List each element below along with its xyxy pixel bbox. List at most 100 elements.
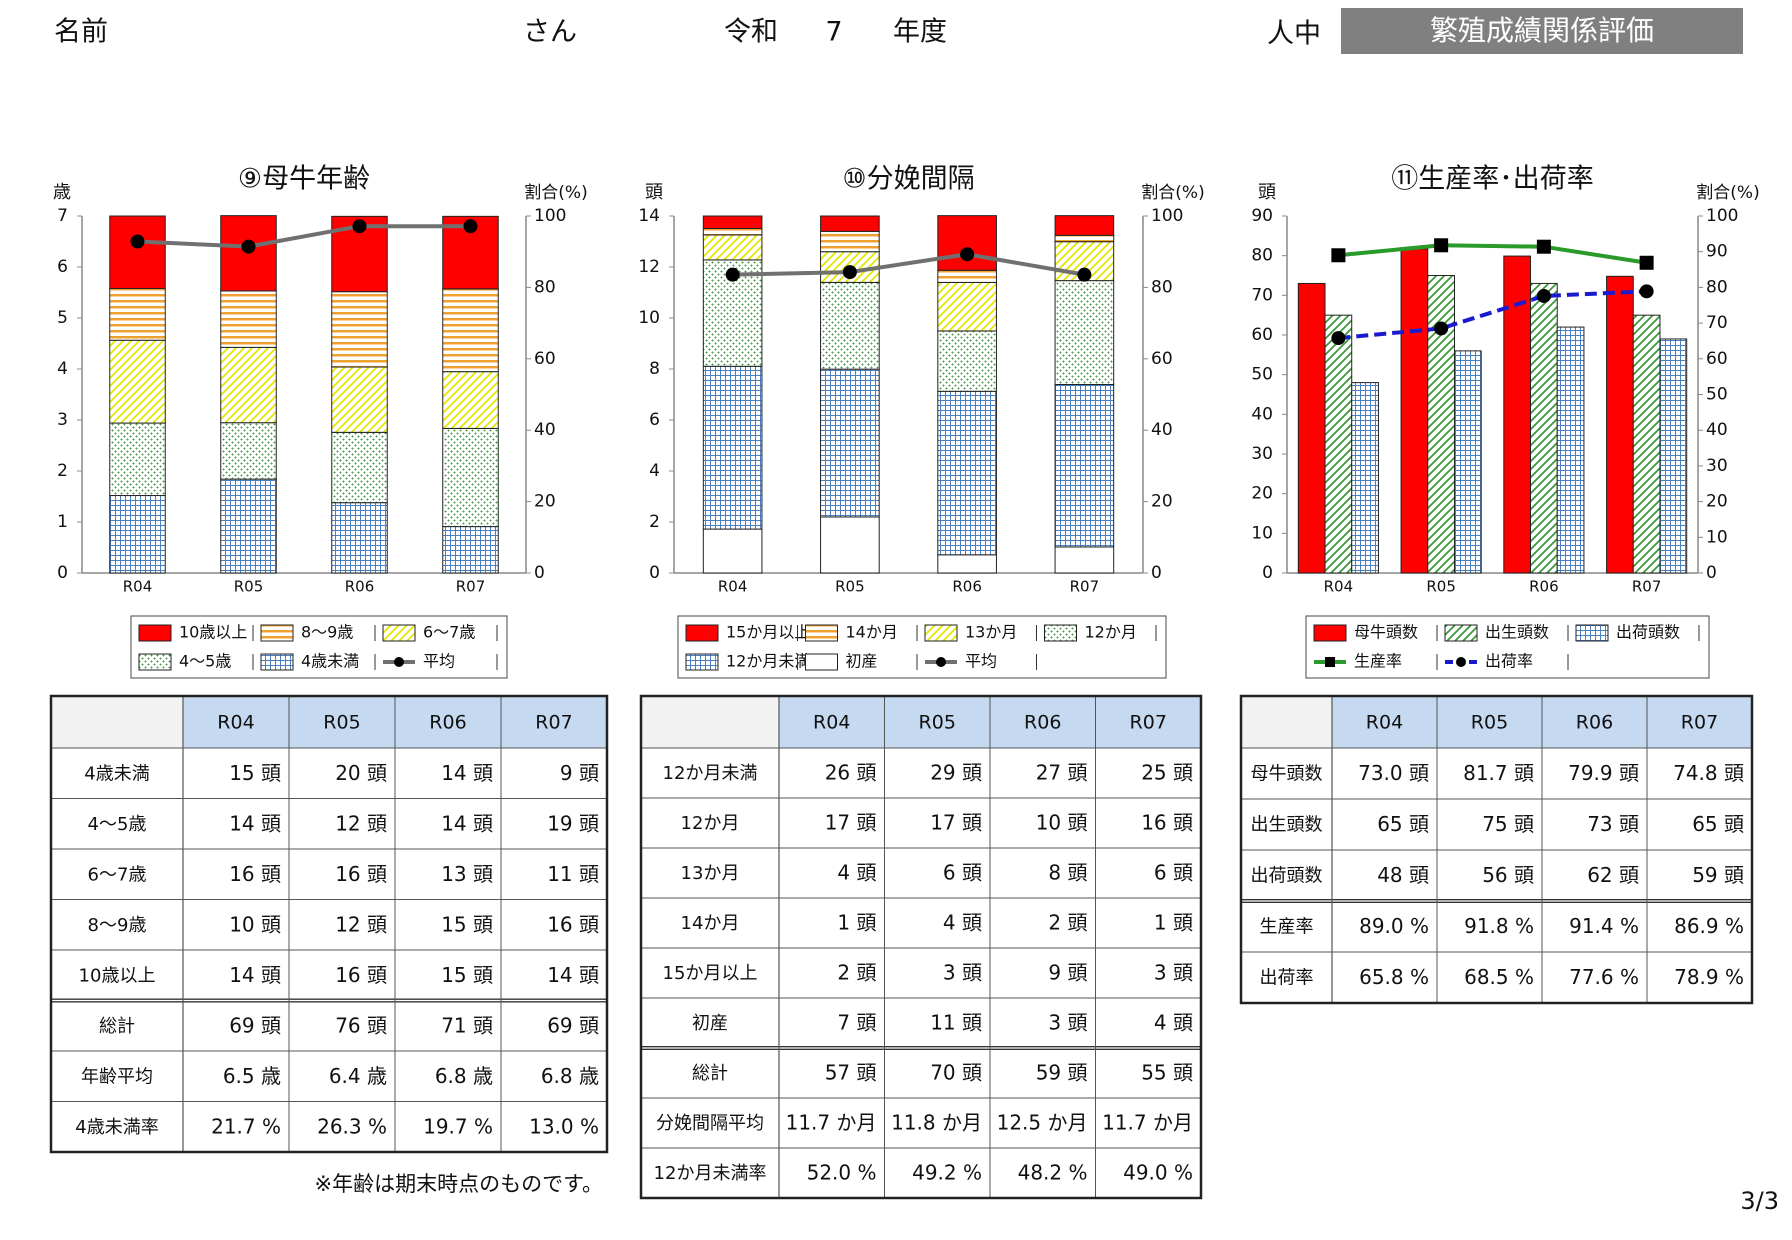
table-cell: 86.9 % bbox=[1674, 914, 1744, 938]
table-cell: 3 頭 bbox=[1048, 1011, 1087, 1035]
badge: 繁殖成績関係評価 bbox=[1430, 14, 1654, 47]
table-cell: 55 頭 bbox=[1141, 1061, 1193, 1085]
bar-segment bbox=[331, 291, 388, 368]
legend-label: 15か月以上 bbox=[726, 623, 810, 642]
table-cell: 69 頭 bbox=[547, 1013, 599, 1037]
bar-segment bbox=[109, 495, 166, 574]
y2-tick-label: 100 bbox=[534, 206, 566, 226]
y2-tick-label: 10 bbox=[1706, 527, 1728, 547]
bar-segment bbox=[442, 427, 499, 528]
bar bbox=[1606, 275, 1634, 574]
bar-segment bbox=[937, 554, 997, 574]
table-cell: 4 頭 bbox=[837, 861, 876, 885]
bar-segment bbox=[937, 215, 997, 271]
legend-label: 出荷頭数 bbox=[1616, 623, 1680, 642]
y-axis-label: 頭 bbox=[1258, 182, 1276, 203]
y2-tick-label: 20 bbox=[1151, 492, 1173, 512]
y2-tick-label: 80 bbox=[1151, 277, 1173, 297]
line-marker bbox=[130, 234, 145, 249]
y-tick-label: 60 bbox=[1251, 325, 1273, 345]
bar-segment bbox=[331, 431, 388, 504]
table-row-label: 4～5歳 bbox=[88, 814, 147, 835]
table-cell: 15 頭 bbox=[441, 963, 493, 987]
san: さん bbox=[523, 17, 577, 48]
table-header-cell: R07 bbox=[1130, 712, 1167, 734]
x-tick-label: R04 bbox=[718, 578, 748, 596]
table-corner bbox=[641, 696, 779, 748]
table-cell: 11.7 か月 bbox=[786, 1111, 877, 1135]
table-header-cell: R07 bbox=[535, 712, 572, 734]
bar-segment bbox=[702, 528, 763, 574]
bar bbox=[1324, 314, 1353, 574]
table-cell: 16 頭 bbox=[229, 862, 281, 886]
y-tick-label: 8 bbox=[649, 359, 660, 379]
table-row-label: 初産 bbox=[692, 1013, 728, 1034]
line-marker bbox=[1331, 331, 1346, 346]
table-cell: 16 頭 bbox=[1141, 811, 1193, 835]
table-cell: 3 頭 bbox=[1154, 961, 1193, 985]
y-tick-label: 2 bbox=[57, 461, 68, 481]
legend-marker bbox=[1325, 657, 1335, 667]
table-row-label: 4歳未満 bbox=[84, 763, 149, 784]
x-tick-label: R06 bbox=[1529, 578, 1559, 596]
bar-segment bbox=[442, 371, 499, 429]
y-tick-label: 0 bbox=[57, 563, 68, 583]
line bbox=[137, 224, 471, 249]
line-marker bbox=[241, 239, 256, 254]
era: 令和 bbox=[724, 17, 778, 48]
legend-box bbox=[1305, 615, 1710, 679]
table-cell: 91.4 % bbox=[1569, 914, 1639, 938]
table-row-label: 分娩間隔平均 bbox=[656, 1113, 764, 1134]
y-tick-label: 12 bbox=[638, 257, 660, 277]
table-header-cell: R05 bbox=[919, 712, 956, 734]
table-cell: 71 頭 bbox=[441, 1013, 493, 1037]
y2-tick-label: 0 bbox=[1706, 563, 1717, 583]
line bbox=[732, 252, 1085, 277]
nendo: 年度 bbox=[893, 17, 947, 48]
y2-tick-label: 60 bbox=[1706, 349, 1728, 369]
line-marker bbox=[1434, 238, 1449, 253]
bar-segment bbox=[109, 339, 166, 424]
y-tick-label: 40 bbox=[1251, 404, 1273, 424]
y-tick-label: 1 bbox=[57, 512, 68, 532]
table-cell: 13 頭 bbox=[441, 862, 493, 886]
x-tick-label: R07 bbox=[456, 578, 486, 596]
x-tick-label: R06 bbox=[345, 578, 375, 596]
y-tick-label: 6 bbox=[57, 257, 68, 277]
table-cell: 62 頭 bbox=[1587, 863, 1639, 887]
y-axis-label: 頭 bbox=[645, 182, 663, 203]
table-cell: 65 頭 bbox=[1692, 812, 1744, 836]
chart-title: ⑪生産率･出荷率 bbox=[1391, 164, 1594, 195]
table-cell: 17 頭 bbox=[930, 811, 982, 835]
bar-segment bbox=[442, 526, 499, 574]
note: ※年齢は期末時点のものです。 bbox=[315, 1172, 604, 1196]
table-cell: 12.5 か月 bbox=[997, 1111, 1088, 1135]
table-cell: 6.4 歳 bbox=[329, 1064, 387, 1088]
table-cell: 21.7 % bbox=[211, 1114, 281, 1138]
table-cell: 9 頭 bbox=[560, 761, 599, 785]
x-tick-label: R04 bbox=[123, 578, 153, 596]
legend-marker bbox=[936, 657, 946, 667]
table-row-label: 母牛頭数 bbox=[1251, 764, 1323, 785]
legend-box bbox=[677, 615, 1167, 679]
table-row-label: 総計 bbox=[692, 1063, 728, 1084]
legend-label: 6～7歳 bbox=[423, 623, 475, 642]
table-row-label: 出荷頭数 bbox=[1251, 866, 1323, 887]
bar-segment bbox=[109, 287, 166, 341]
legend-label: 4歳未満 bbox=[301, 652, 359, 671]
y-tick-label: 70 bbox=[1251, 285, 1273, 305]
legend-swatch bbox=[1444, 624, 1478, 642]
table-cell: 49.0 % bbox=[1123, 1161, 1193, 1185]
legend-label: 母牛頭数 bbox=[1354, 623, 1418, 642]
bar-segment bbox=[937, 330, 997, 392]
line-marker bbox=[1331, 248, 1346, 263]
table-header-cell: R06 bbox=[429, 712, 466, 734]
table-cell: 52.0 % bbox=[807, 1161, 877, 1185]
y2-tick-label: 20 bbox=[1706, 492, 1728, 512]
table-cell: 70 頭 bbox=[930, 1061, 982, 1085]
table-row-label: 12か月 bbox=[681, 813, 740, 834]
legend-box bbox=[130, 615, 508, 679]
table-cell: 15 頭 bbox=[229, 761, 281, 785]
bar bbox=[1556, 326, 1585, 574]
table-cell: 69 頭 bbox=[229, 1013, 281, 1037]
